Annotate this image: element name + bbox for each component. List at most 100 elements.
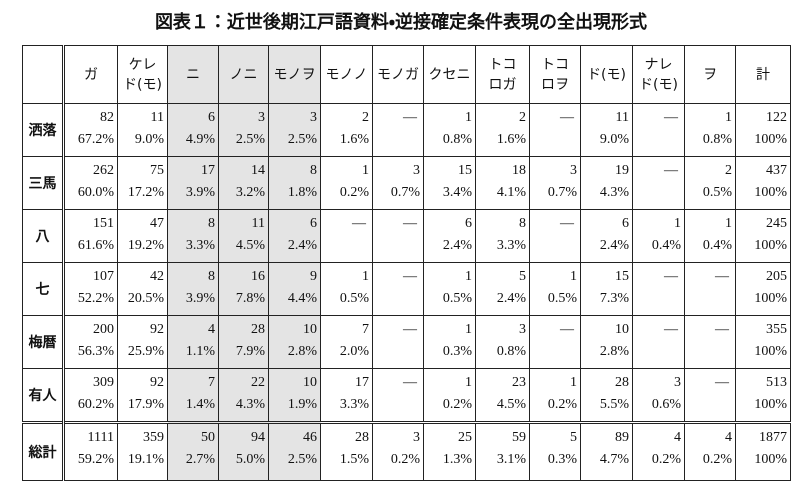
percent: 9.0% <box>599 132 629 147</box>
percent: 2.7% <box>185 452 215 467</box>
count: 22 <box>251 375 265 390</box>
header-line: ノニ <box>229 66 258 83</box>
percent: 7.8% <box>235 291 265 306</box>
dash: — <box>664 163 678 178</box>
percent: 0.2% <box>702 452 732 467</box>
header-line: ド(モ) <box>123 76 162 93</box>
cell: 16 7.8% <box>218 262 269 316</box>
dash: — <box>403 269 417 284</box>
percent: 0.2% <box>547 397 577 412</box>
cell: 1 0.8% <box>423 103 476 157</box>
percent: 5.5% <box>599 397 629 412</box>
cell: 1 0.2% <box>529 368 581 423</box>
percent: 2.0% <box>339 344 369 359</box>
percent: 2.5% <box>287 452 317 467</box>
cell: 10 2.8% <box>580 315 633 369</box>
count: 437 <box>766 163 787 178</box>
percent: 17.2% <box>127 185 164 200</box>
cell: — <box>372 209 424 263</box>
cell: 4 1.1% <box>167 315 219 369</box>
percent: 3.4% <box>442 185 472 200</box>
percent: 4.3% <box>599 185 629 200</box>
cell: — <box>372 368 424 423</box>
percent: 4.1% <box>496 185 526 200</box>
cell: 59 3.1% <box>475 421 530 481</box>
count: 10 <box>615 322 629 337</box>
percent: 100% <box>754 344 787 359</box>
count: 309 <box>93 375 114 390</box>
header-cell: ガ <box>63 45 118 104</box>
percent: 2.5% <box>287 132 317 147</box>
count: 23 <box>512 375 526 390</box>
count: 2 <box>362 110 369 125</box>
header-line: トコ <box>488 56 517 73</box>
cell: 10 1.9% <box>268 368 321 423</box>
percent: 100% <box>754 397 787 412</box>
cell: 92 17.9% <box>117 368 168 423</box>
row-label: 梅暦 <box>22 315 65 369</box>
cell: 82 67.2% <box>63 103 118 157</box>
cell: 17 3.9% <box>167 156 219 210</box>
cell: 94 5.0% <box>218 421 269 481</box>
table-row: 総計 1111 59.2% 359 19.1% 50 2.7% 94 5.0% 46 2.5% 28 1… <box>22 421 791 481</box>
dash: — <box>403 216 417 231</box>
count: 3 <box>674 375 681 390</box>
count: 9 <box>310 269 317 284</box>
percent: 1.8% <box>287 185 317 200</box>
cell: 2 1.6% <box>475 103 530 157</box>
cell: 5 2.4% <box>475 262 530 316</box>
percent: 0.6% <box>651 397 681 412</box>
cell: 1 0.4% <box>684 209 736 263</box>
count: 1 <box>465 375 472 390</box>
count: 205 <box>766 269 787 284</box>
count: 1 <box>674 216 681 231</box>
percent: 4.7% <box>599 452 629 467</box>
count: 6 <box>208 110 215 125</box>
cell: 3 0.8% <box>475 315 530 369</box>
cell: 355 100% <box>735 315 791 369</box>
percent: 52.2% <box>77 291 114 306</box>
percent: 3.3% <box>339 397 369 412</box>
cell: 3 0.7% <box>529 156 581 210</box>
percent: 4.5% <box>496 397 526 412</box>
count: 6 <box>622 216 629 231</box>
cell: 19 4.3% <box>580 156 633 210</box>
cell: 1111 59.2% <box>63 421 118 481</box>
count: 107 <box>93 269 114 284</box>
cell: 3 0.2% <box>372 421 424 481</box>
count: 3 <box>413 163 420 178</box>
row-label: 三馬 <box>22 156 65 210</box>
header-line: モノガ <box>377 66 419 83</box>
percent: 0.8% <box>442 132 472 147</box>
cell: — <box>372 103 424 157</box>
count: 2 <box>725 163 732 178</box>
cell: 7 2.0% <box>320 315 373 369</box>
cell: 1 0.5% <box>320 262 373 316</box>
count: 7 <box>208 375 215 390</box>
title: 図表１：近世後期江戸語資料・逆接確定条件表現の全出現形式 <box>154 12 648 33</box>
header-cell: モノガ <box>372 45 424 104</box>
percent: 100% <box>754 185 787 200</box>
dash: — <box>715 322 729 337</box>
count: 47 <box>150 216 164 231</box>
count: 359 <box>143 430 164 445</box>
percent: 2.4% <box>442 238 472 253</box>
count: 15 <box>458 163 472 178</box>
header-cell: 計 <box>735 45 791 104</box>
cell: — <box>632 315 685 369</box>
percent: 0.5% <box>547 291 577 306</box>
table-body: 洒落 82 67.2% 11 9.0% 6 4.9% 3 2.5% 3 2.5% 2 1.6% —1 0.8… <box>22 103 791 481</box>
cell: — <box>529 209 581 263</box>
cell: 3 0.7% <box>372 156 424 210</box>
cell: 151 61.6% <box>63 209 118 263</box>
header-cell: モノノ <box>320 45 373 104</box>
cell: 11 4.5% <box>218 209 269 263</box>
count: 11 <box>251 216 265 231</box>
count: 4 <box>725 430 732 445</box>
cell: 205 100% <box>735 262 791 316</box>
count: 25 <box>458 430 472 445</box>
count: 262 <box>93 163 114 178</box>
cell: 200 56.3% <box>63 315 118 369</box>
header-cell: ケレ ド(モ) <box>117 45 168 104</box>
